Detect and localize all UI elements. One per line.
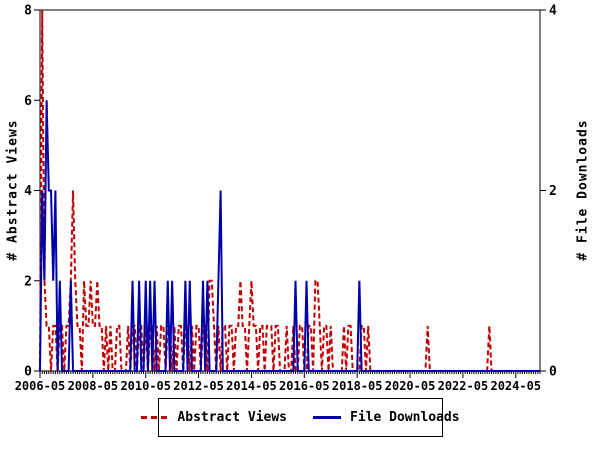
x-axis-tick-label: 2014-05: [226, 379, 277, 393]
left-y-axis-tick-label: 8: [24, 4, 32, 19]
abstract-views-line: [39, 9, 540, 372]
x-axis-tick-label: 2006-05: [15, 379, 66, 393]
x-axis-tick-label: 2012-05: [173, 379, 224, 393]
left-y-axis-tick-label: 2: [24, 274, 32, 289]
legend-label-file-downloads: File Downloads: [350, 410, 460, 425]
legend-item-abstract-views: Abstract Views: [141, 410, 287, 425]
right-y-axis-tick-label: 2: [549, 184, 557, 199]
file-downloads-solid-line-swatch: [313, 416, 341, 419]
x-axis-tick-label: 2010-05: [120, 379, 171, 393]
x-axis-tick-label: 2024-05: [490, 379, 541, 393]
x-axis-tick-label: 2018-05: [332, 379, 383, 393]
left-axis-title: # Abstract Views: [5, 119, 21, 261]
left-y-axis-tick-label: 4: [24, 184, 32, 199]
x-axis-tick-label: 2022-05: [438, 379, 489, 393]
x-axis-tick-label: 2020-05: [385, 379, 436, 393]
right-axis-title: # File Downloads: [575, 119, 591, 261]
plot-border: [39, 9, 541, 372]
file-downloads-line: [39, 100, 540, 372]
left-y-axis-tick-label: 6: [24, 94, 32, 109]
legend-label-abstract-views: Abstract Views: [177, 410, 287, 425]
legend-item-file-downloads: File Downloads: [313, 410, 460, 425]
right-y-axis-tick-label: 4: [549, 4, 557, 19]
left-y-axis-tick-label: 0: [24, 365, 32, 380]
legend: Abstract Views File Downloads: [141, 398, 460, 437]
x-axis-tick-label: 2008-05: [68, 379, 119, 393]
right-y-axis-tick-label: 0: [549, 365, 557, 380]
x-axis-tick-label: 2016-05: [279, 379, 330, 393]
abstract-views-dashed-line-swatch: [141, 416, 169, 419]
